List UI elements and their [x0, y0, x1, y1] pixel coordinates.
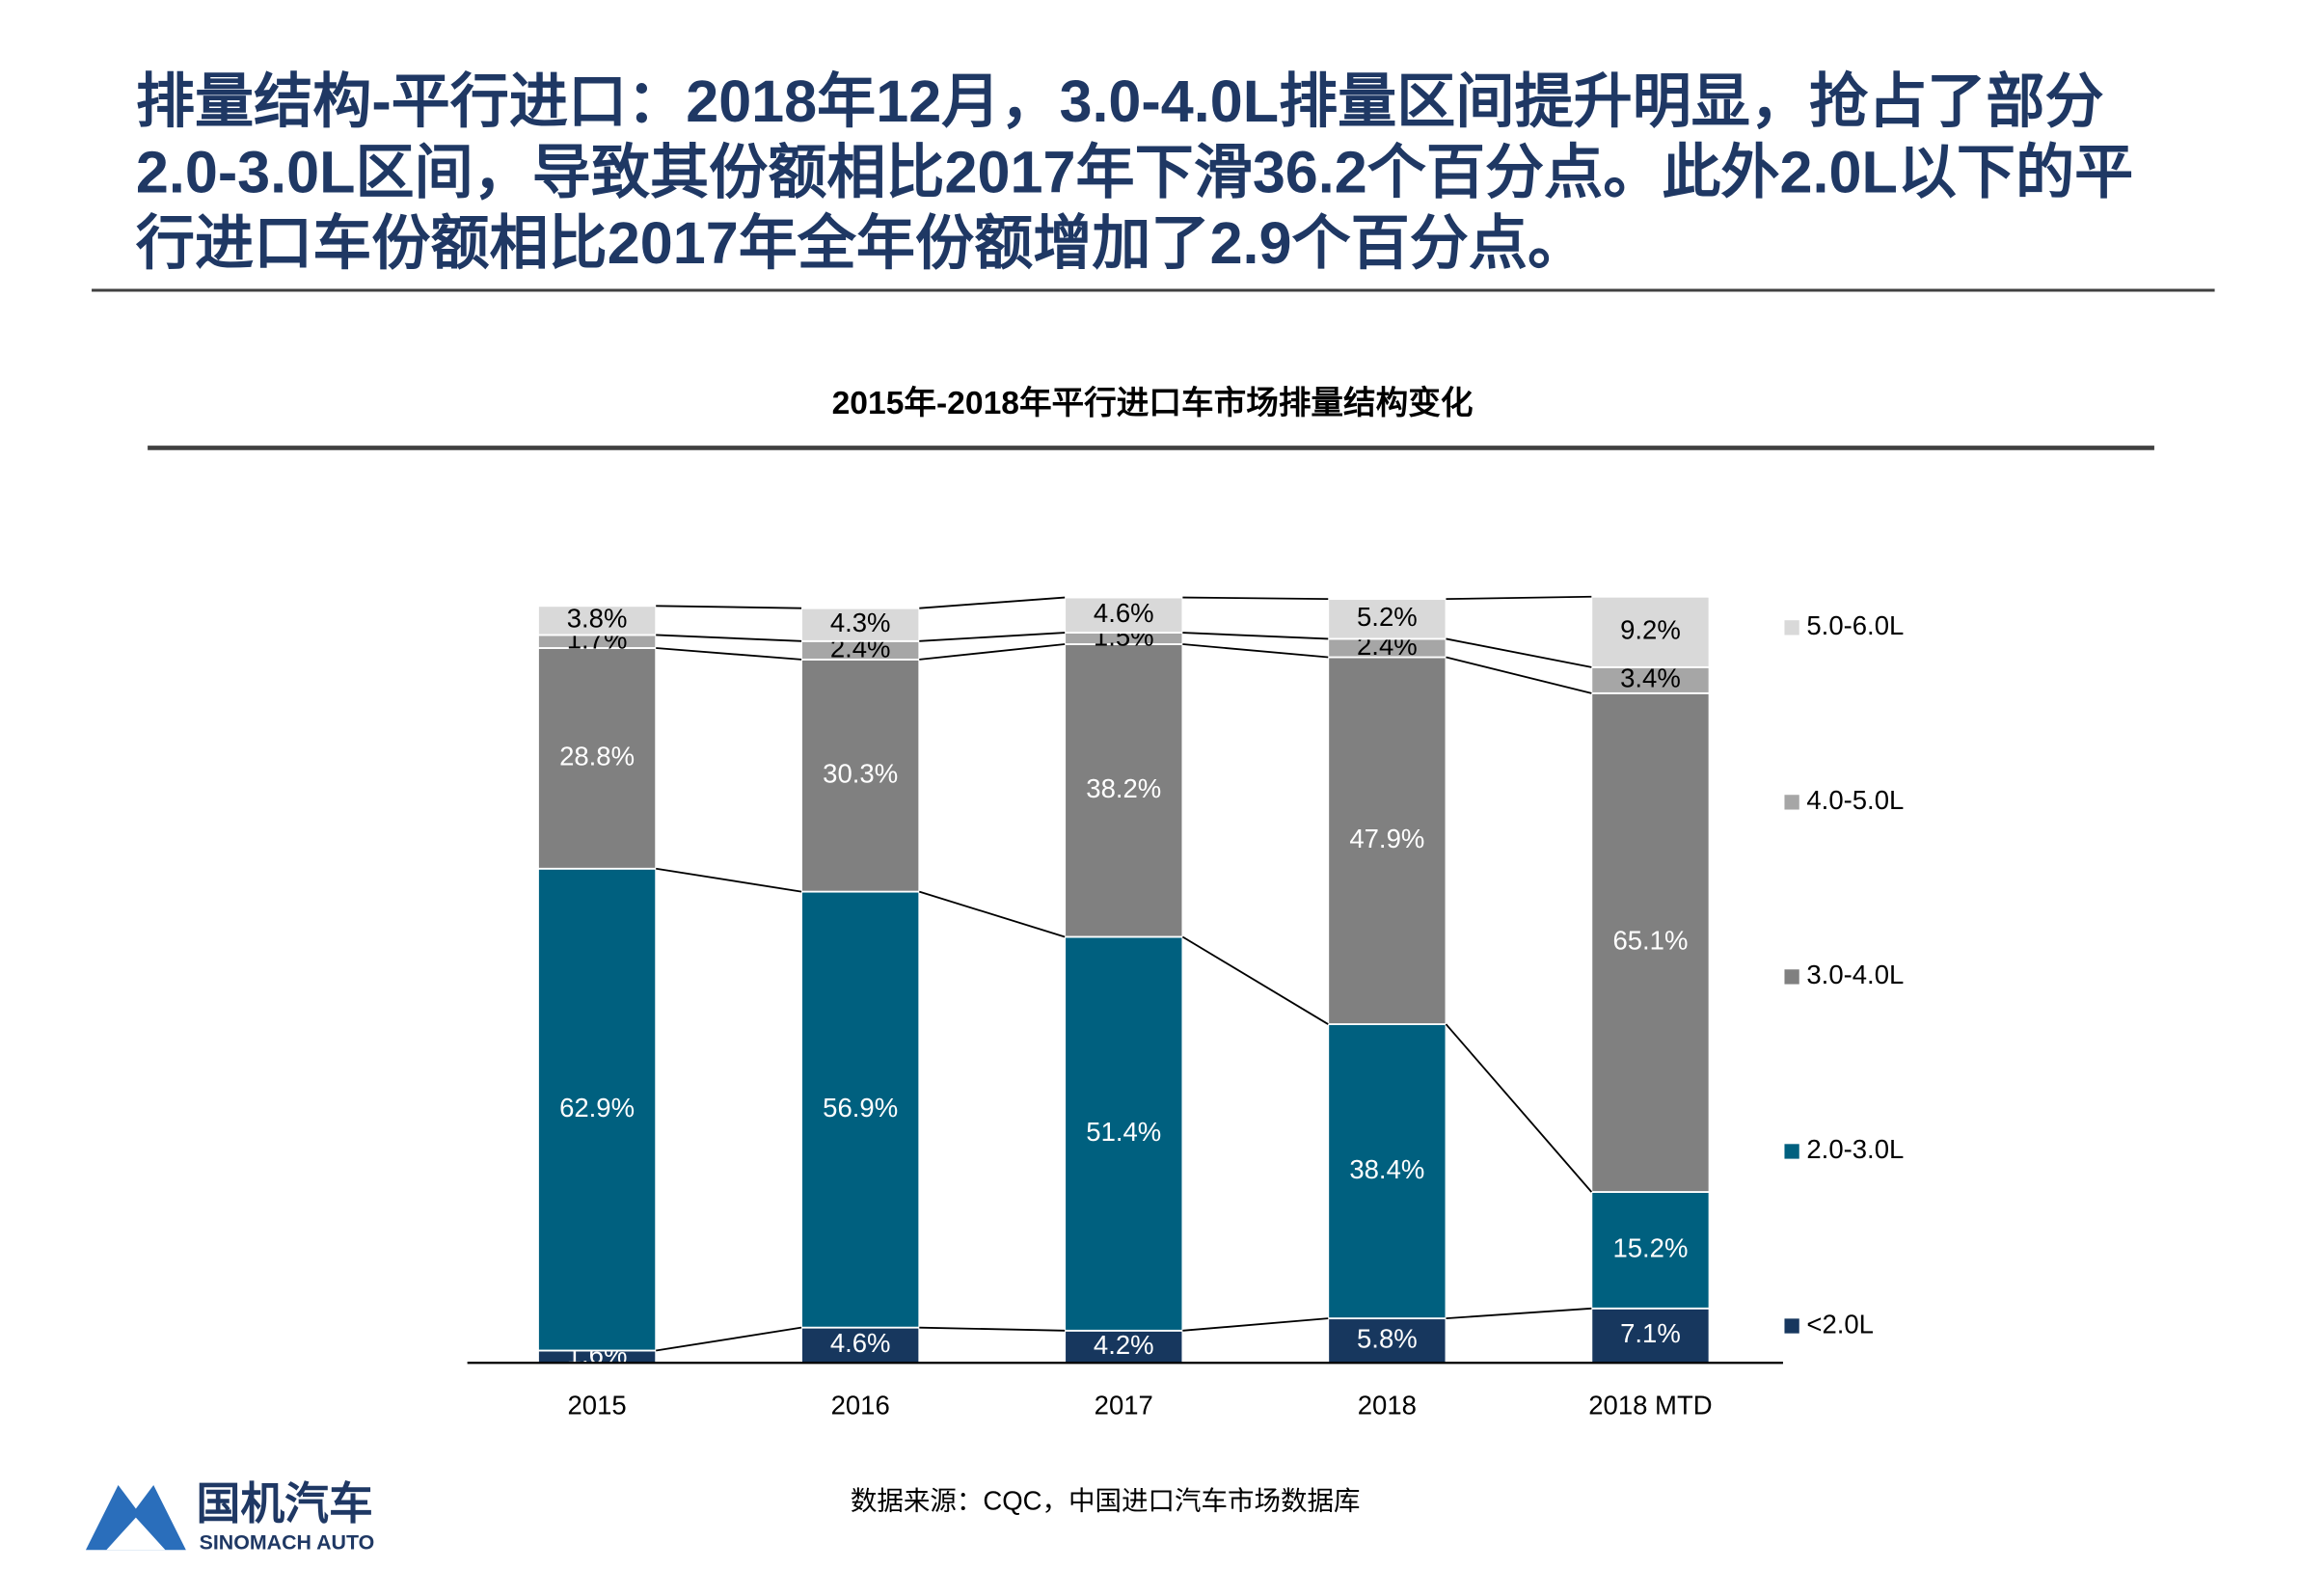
value-label: 47.9%: [1349, 824, 1424, 853]
connector: [656, 605, 802, 609]
bar-segment: [537, 605, 658, 636]
headline-line: 排量结构-平行进口：2018年12月，3.0-4.0L排量区间提升明显，抢占了部…: [136, 68, 2104, 134]
legend-label: 4.0-5.0L: [1806, 785, 1904, 815]
connector: [656, 867, 802, 893]
connector: [1182, 632, 1329, 640]
connector: [919, 890, 1066, 938]
bar-segment: [1327, 1317, 1447, 1365]
connector: [919, 596, 1066, 609]
bar-segment: [1590, 691, 1711, 1193]
logo: 国机汽车 SINOMACH AUTO: [85, 1479, 375, 1555]
connector: [1181, 935, 1329, 1025]
bar-segment: [1327, 598, 1447, 640]
logo-name: 国机汽车: [197, 1479, 373, 1528]
connector: [1446, 656, 1592, 694]
plot: 1.6%62.9%28.8%1.7%3.8%20154.6%56.9%30.3%…: [537, 595, 1904, 1420]
value-label: 38.2%: [1086, 773, 1161, 803]
x-tick-label: 2018 MTD: [1588, 1390, 1712, 1420]
value-label: 4.6%: [830, 1328, 891, 1358]
value-label: 4.2%: [1094, 1330, 1154, 1360]
x-tick-label: 2017: [1095, 1390, 1153, 1420]
chart-title: 2015年-2018年平行进口车市场排量结构变化: [832, 384, 1474, 421]
bar-segment: [800, 890, 921, 1329]
bar-segment: [800, 607, 921, 642]
logo-mark: [106, 1517, 166, 1551]
bar-segment: [800, 1326, 921, 1365]
bar-segment: [1064, 596, 1184, 635]
bar-segment: [1064, 643, 1184, 938]
value-label: 38.4%: [1349, 1154, 1424, 1184]
bar-segment: [1590, 1191, 1711, 1310]
bar-segment: [1590, 595, 1711, 668]
value-label: 3.8%: [567, 604, 628, 634]
connector: [1446, 595, 1592, 601]
value-label: 15.2%: [1612, 1233, 1688, 1263]
legend-swatch: [1784, 620, 1799, 636]
value-label: 62.9%: [559, 1093, 635, 1123]
legend-swatch: [1784, 1318, 1799, 1334]
bar-segment: [1064, 935, 1184, 1332]
legend-swatch: [1784, 1144, 1799, 1159]
connector: [1182, 643, 1329, 659]
connector: [919, 632, 1066, 642]
bar-segment: [800, 658, 921, 893]
legend-swatch: [1784, 795, 1799, 810]
bar-segment: [537, 647, 658, 870]
connector: [1182, 1317, 1329, 1332]
connector: [656, 647, 802, 661]
legend-label: 5.0-6.0L: [1806, 610, 1904, 640]
connector: [1446, 1307, 1592, 1320]
legend-label: <2.0L: [1806, 1309, 1874, 1339]
value-label: 4.6%: [1094, 598, 1154, 628]
value-label: 9.2%: [1620, 615, 1681, 645]
connector: [1182, 596, 1329, 601]
logo-subtitle: SINOMACH AUTO: [200, 1531, 375, 1555]
legend-label: 3.0-4.0L: [1806, 960, 1904, 989]
value-label: 5.8%: [1357, 1323, 1418, 1353]
headline-line: 2.0-3.0L区间，导致其份额相比2017年下滑36.2个百分点。此外2.0L…: [136, 139, 2133, 204]
connector: [656, 1326, 802, 1352]
x-tick-label: 2018: [1358, 1390, 1417, 1420]
bar-segment: [1327, 1023, 1447, 1320]
value-label: 3.4%: [1620, 663, 1681, 693]
headline-line: 行进口车份额相比2017年全年份额增加了2.9个百分点。: [136, 210, 1586, 276]
value-label: 28.8%: [559, 742, 635, 771]
value-label: 5.2%: [1357, 602, 1418, 632]
connector: [656, 634, 802, 642]
connector: [919, 643, 1066, 661]
value-label: 56.9%: [823, 1093, 898, 1123]
connector: [1445, 1023, 1593, 1193]
bar-segment: [537, 867, 658, 1352]
bar-segment: [1327, 656, 1447, 1025]
value-label: 65.1%: [1612, 926, 1688, 956]
value-label: 4.3%: [830, 608, 891, 637]
x-tick-label: 2015: [567, 1390, 626, 1420]
legend-label: 2.0-3.0L: [1806, 1134, 1904, 1164]
legend-swatch: [1784, 969, 1799, 985]
value-label: 7.1%: [1620, 1318, 1681, 1348]
connector: [1446, 637, 1592, 668]
value-label: 30.3%: [823, 759, 898, 789]
source: 数据来源：CQC，中国进口汽车市场数据库: [851, 1486, 1361, 1516]
connector: [919, 1326, 1066, 1332]
headline: 排量结构-平行进口：2018年12月，3.0-4.0L排量区间提升明显，抢占了部…: [136, 68, 2133, 276]
x-tick-label: 2016: [831, 1390, 890, 1420]
value-label: 51.4%: [1086, 1117, 1161, 1147]
